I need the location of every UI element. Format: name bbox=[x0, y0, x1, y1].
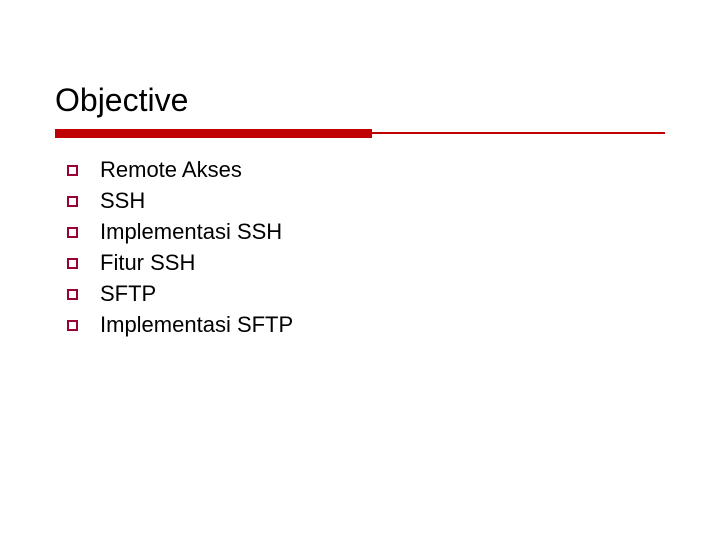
list-item: Implementasi SSH bbox=[67, 219, 665, 245]
square-bullet-icon bbox=[67, 227, 78, 238]
list-item: Implementasi SFTP bbox=[67, 312, 665, 338]
title-underline bbox=[55, 129, 665, 139]
bullet-text: Implementasi SFTP bbox=[100, 312, 293, 338]
square-bullet-icon bbox=[67, 258, 78, 269]
bullet-text: SFTP bbox=[100, 281, 156, 307]
slide-title: Objective bbox=[55, 82, 665, 119]
slide-container: Objective Remote Akses SSH Implementasi … bbox=[0, 0, 720, 540]
square-bullet-icon bbox=[67, 165, 78, 176]
square-bullet-icon bbox=[67, 320, 78, 331]
underline-thick bbox=[55, 129, 372, 138]
list-item: SSH bbox=[67, 188, 665, 214]
underline-thin bbox=[372, 132, 665, 134]
square-bullet-icon bbox=[67, 289, 78, 300]
list-item: Remote Akses bbox=[67, 157, 665, 183]
bullet-text: Remote Akses bbox=[100, 157, 242, 183]
list-item: SFTP bbox=[67, 281, 665, 307]
bullet-text: Fitur SSH bbox=[100, 250, 195, 276]
bullet-list: Remote Akses SSH Implementasi SSH Fitur … bbox=[55, 157, 665, 338]
list-item: Fitur SSH bbox=[67, 250, 665, 276]
bullet-text: Implementasi SSH bbox=[100, 219, 282, 245]
bullet-text: SSH bbox=[100, 188, 145, 214]
square-bullet-icon bbox=[67, 196, 78, 207]
